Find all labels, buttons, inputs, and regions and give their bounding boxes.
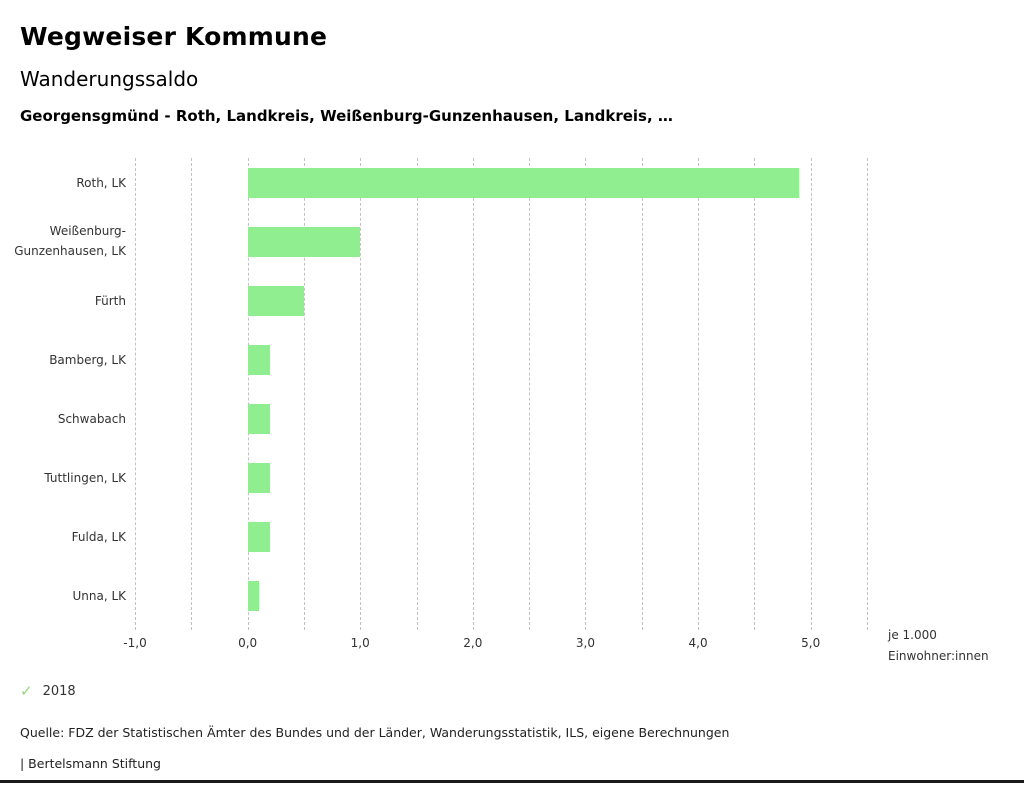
header: Wegweiser Kommune Wanderungssaldo George…: [0, 0, 1024, 125]
x-axis-tick-label: 5,0: [801, 636, 821, 650]
bar-chart: Roth, LK Weißenburg-Gunzenhausen, LK Fürth…: [0, 158, 1024, 663]
bar[interactable]: [247, 403, 271, 434]
category-label: Schwabach: [57, 411, 126, 426]
gridline: [529, 158, 531, 630]
plot-area: [135, 158, 868, 630]
x-axis-tick-label: -1,0: [123, 636, 147, 650]
category-label: Tuttlingen, LK: [44, 470, 126, 485]
chart-title: Wanderungssaldo: [20, 67, 199, 91]
gridline: [641, 158, 643, 630]
gridline: [867, 158, 868, 630]
x-axis-tick-label: 0,0: [238, 636, 258, 650]
gridline: [303, 158, 305, 630]
x-axis-tick-label: 1,0: [350, 636, 370, 650]
x-axis-tick-label: 4,0: [688, 636, 708, 650]
bar[interactable]: [247, 521, 271, 552]
source-text: Quelle: FDZ der Statistischen Ämter des …: [20, 725, 730, 740]
category-label: Roth, LK: [76, 175, 126, 190]
bar[interactable]: [247, 285, 304, 316]
gridline: [360, 158, 362, 630]
x-axis-tick-label: 2,0: [463, 636, 483, 650]
gridline: [585, 158, 587, 630]
page-title: Wegweiser Kommune: [20, 22, 328, 51]
gridline: [472, 158, 474, 630]
x-axis-unit-label: je 1.000 Einwohner:innen: [888, 625, 989, 667]
category-label: Unna, LK: [72, 588, 126, 603]
gridline: [135, 158, 136, 630]
category-label: Fürth: [94, 293, 126, 308]
gridline: [247, 158, 249, 630]
brand-text: | Bertelsmann Stiftung: [20, 756, 161, 771]
gridline: [191, 158, 193, 630]
legend: ✓ 2018: [20, 682, 76, 700]
bar[interactable]: [247, 167, 800, 198]
bar[interactable]: [247, 462, 271, 493]
x-axis-tick-label: 3,0: [575, 636, 595, 650]
category-label: Weißenburg-Gunzenhausen, LK: [14, 224, 126, 259]
gridline: [416, 158, 418, 630]
legend-year-label: 2018: [42, 684, 76, 699]
chart-description: Georgensgmünd - Roth, Landkreis, Weißenb…: [20, 107, 673, 125]
category-label: Fulda, LK: [71, 529, 126, 544]
gridline: [754, 158, 756, 630]
x-axis: -1,0 0,0 1,0 2,0 3,0 4,0 5,0: [123, 636, 867, 656]
bottom-divider: [0, 780, 1024, 783]
bar[interactable]: [247, 580, 259, 611]
x-axis-unit-line2: Einwohner:innen: [888, 649, 989, 663]
bar[interactable]: [247, 344, 271, 375]
category-labels: Roth, LK Weißenburg-Gunzenhausen, LK Fürth…: [0, 158, 130, 630]
x-axis-unit-line1: je 1.000: [888, 628, 937, 642]
category-label: Bamberg, LK: [49, 352, 126, 367]
gridline: [698, 158, 700, 630]
checkmark-icon: ✓: [20, 682, 33, 700]
gridline: [810, 158, 812, 630]
bar[interactable]: [247, 226, 361, 257]
